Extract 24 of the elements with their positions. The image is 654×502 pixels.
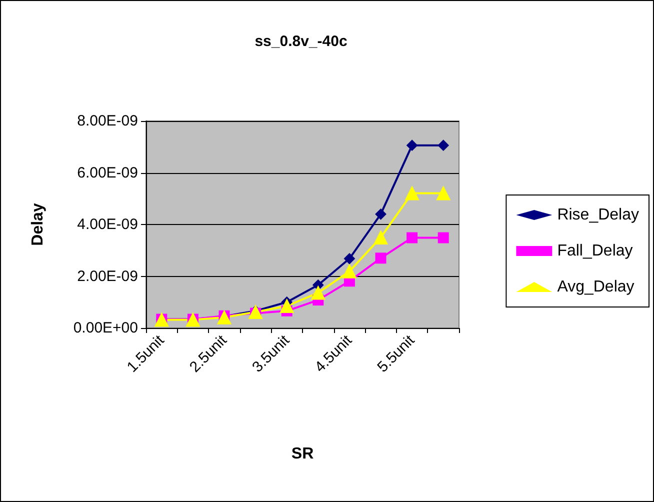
- chart-title: ss_0.8v_-40c: [254, 33, 348, 50]
- point: [280, 299, 294, 314]
- point: [436, 186, 450, 200]
- point: [374, 230, 388, 244]
- point: [342, 264, 356, 278]
- legend-label: Avg_Delay: [557, 278, 634, 296]
- point: [375, 208, 386, 220]
- point: [406, 232, 418, 244]
- y-tick-label: 2.00E-09: [77, 268, 138, 285]
- y-tick-label: 4.00E-09: [77, 216, 138, 233]
- x-axis-title: SR: [291, 446, 314, 462]
- point: [375, 252, 386, 264]
- y-tick-label: 6.00E-09: [77, 164, 138, 182]
- point: [406, 140, 418, 151]
- point: [438, 232, 449, 244]
- point: [344, 253, 355, 264]
- y-tick-label: 0.00E+00: [73, 320, 138, 336]
- y-tick-label: 8.00E-09: [77, 112, 138, 130]
- y-axis-title: Delay: [30, 203, 46, 246]
- point: [311, 286, 326, 300]
- legend-label: Rise_Delay: [557, 206, 639, 224]
- point: [438, 140, 449, 151]
- point: [405, 186, 420, 200]
- legend-label: Fall_Delay: [557, 242, 633, 260]
